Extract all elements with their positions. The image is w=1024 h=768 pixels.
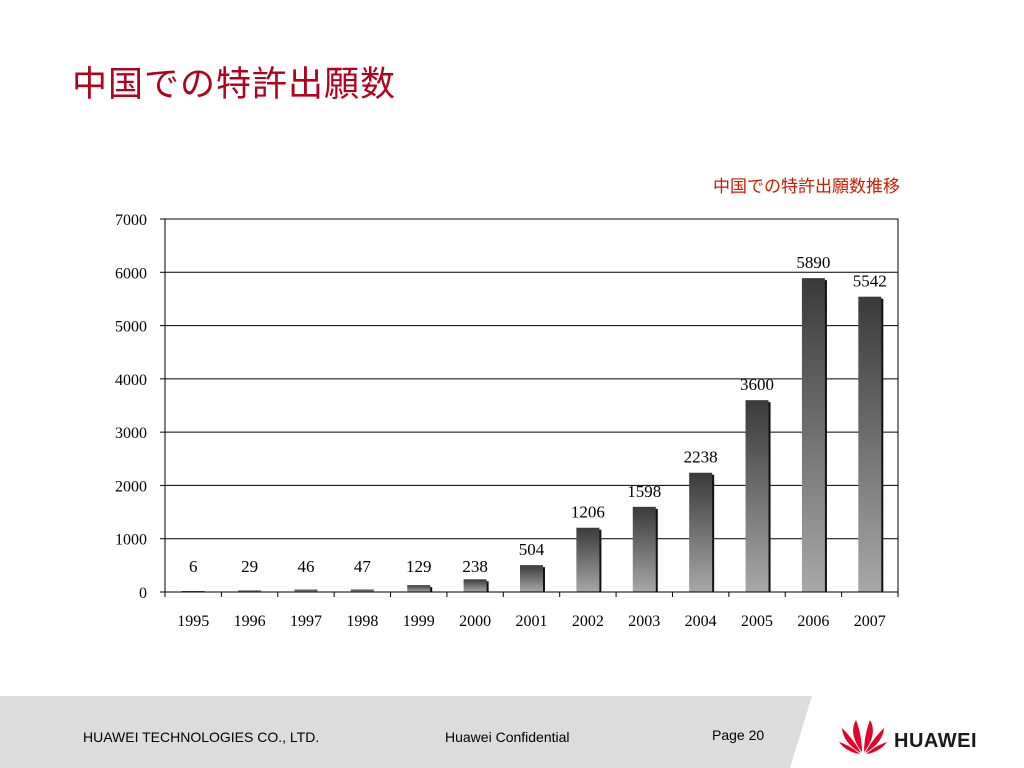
- y-tick-label: 1000: [115, 532, 147, 549]
- data-label: 3600: [740, 375, 774, 394]
- bar: [802, 278, 825, 592]
- y-tick-label: 6000: [115, 265, 147, 282]
- data-label: 29: [241, 557, 258, 576]
- data-label: 6: [189, 557, 198, 576]
- data-label: 5542: [853, 272, 887, 291]
- y-axis-ticks: 0 1000 2000 3000 4000 5000 6000 7000: [115, 212, 165, 602]
- x-axis-ticks: 1995 1996 1997 1998 1999 2000 2001 2002 2003 2004…: [165, 592, 898, 630]
- data-label: 1206: [571, 503, 605, 522]
- data-label: 238: [462, 557, 488, 576]
- data-label: 47: [354, 557, 372, 576]
- x-tick-label: 1999: [403, 613, 435, 630]
- footer-confidential: Huawei Confidential: [445, 729, 570, 745]
- plot-area-border: [165, 219, 898, 592]
- data-label: 1598: [627, 482, 661, 501]
- x-tick-label: 1998: [346, 613, 378, 630]
- bar: [858, 297, 881, 592]
- bar: [520, 565, 543, 592]
- x-tick-label: 2000: [459, 613, 491, 630]
- y-tick-label: 7000: [115, 212, 147, 229]
- y-tick-label: 0: [139, 585, 147, 602]
- y-tick-label: 3000: [115, 425, 147, 442]
- huawei-logo-icon: [838, 716, 888, 756]
- x-tick-label: 2001: [516, 613, 548, 630]
- x-tick-label: 2003: [628, 613, 660, 630]
- footer-page-number: Page 20: [712, 727, 764, 743]
- data-label: 46: [297, 557, 314, 576]
- x-tick-label: 2002: [572, 613, 604, 630]
- data-labels: 6 29 46 47 129 238 504 1206 1598 2238 3600 5890 5542: [189, 253, 887, 576]
- data-label: 129: [406, 557, 432, 576]
- bar: [746, 400, 769, 592]
- x-tick-label: 1996: [234, 613, 266, 630]
- bar: [576, 528, 599, 592]
- bar: [407, 585, 430, 592]
- x-tick-label: 2006: [797, 613, 829, 630]
- x-tick-label: 1997: [290, 613, 322, 630]
- y-tick-label: 2000: [115, 478, 147, 495]
- x-tick-label: 1995: [177, 613, 209, 630]
- bar: [464, 579, 487, 592]
- y-tick-label: 5000: [115, 319, 147, 336]
- x-tick-label: 2004: [685, 613, 717, 630]
- data-label: 2238: [684, 448, 718, 467]
- bar: [689, 473, 712, 592]
- data-label: 5890: [796, 253, 830, 272]
- x-tick-label: 2007: [854, 613, 886, 630]
- data-label: 504: [519, 540, 545, 559]
- y-tick-label: 4000: [115, 372, 147, 389]
- footer-company: HUAWEI TECHNOLOGIES CO., LTD.: [83, 729, 319, 745]
- huawei-logo-text: HUAWEI: [894, 730, 977, 753]
- x-tick-label: 2005: [741, 613, 773, 630]
- gridlines: [165, 272, 898, 538]
- bar: [633, 507, 656, 592]
